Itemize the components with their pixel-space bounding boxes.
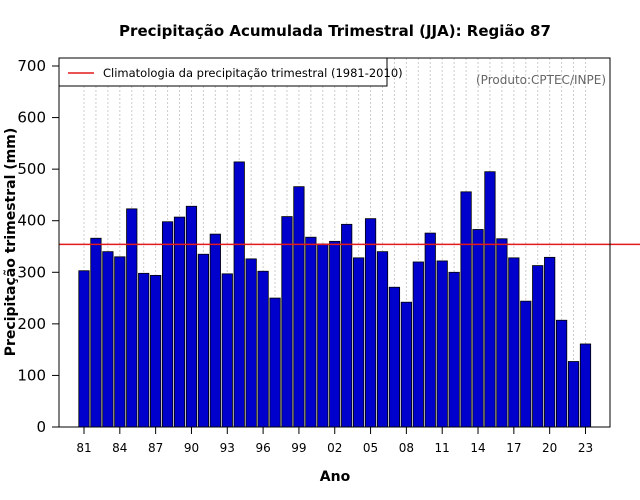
- x-tick-label: 23: [578, 441, 593, 455]
- x-tick-label: 84: [112, 441, 127, 455]
- bar-1985: [126, 208, 138, 428]
- bar-1988: [161, 221, 174, 428]
- bar-2011: [436, 260, 448, 428]
- x-tick-label: 14: [470, 441, 485, 455]
- bar-2000: [305, 236, 317, 428]
- bar-2015: [484, 171, 496, 428]
- bar-2005: [364, 218, 377, 428]
- x-tick-label: 17: [506, 441, 521, 455]
- bar-2013: [460, 191, 472, 428]
- bar-1994: [233, 161, 245, 428]
- bar-1997: [269, 297, 281, 428]
- x-tick-label: 90: [184, 441, 199, 455]
- chart-title: Precipitação Acumulada Trimestral (JJA):…: [119, 22, 551, 40]
- bars: [78, 161, 592, 428]
- y-tick-label: 300: [17, 263, 46, 281]
- bar-2001: [317, 243, 329, 428]
- bar-1987: [150, 274, 162, 428]
- bar-2009: [412, 261, 424, 428]
- x-tick-label: 08: [399, 441, 414, 455]
- bar-2020: [544, 256, 556, 428]
- x-axis-label: Ano: [320, 469, 351, 485]
- credit-text: (Produto:CPTEC/INPE): [476, 73, 606, 87]
- y-tick-label: 0: [36, 418, 46, 436]
- bar-2012: [448, 271, 460, 428]
- x-tick-label: 20: [542, 441, 557, 455]
- bar-2016: [496, 238, 508, 428]
- x-tick-label: 02: [327, 441, 342, 455]
- bar-2006: [376, 251, 389, 428]
- y-tick-label: 600: [17, 109, 46, 127]
- bar-2008: [400, 301, 412, 428]
- bar-1990: [185, 205, 198, 428]
- bar-2004: [353, 257, 365, 428]
- bar-2019: [532, 265, 544, 428]
- x-tick-label: 96: [255, 441, 270, 455]
- y-tick-label: 200: [17, 315, 46, 333]
- bar-2002: [329, 240, 341, 428]
- bar-1993: [221, 273, 233, 428]
- x-tick-label: 87: [148, 441, 163, 455]
- y-axis: 0 100 200 300 400 500 600 700: [17, 57, 59, 436]
- bar-1981: [78, 270, 90, 428]
- y-tick-label: 700: [17, 57, 46, 75]
- bar-1998: [281, 216, 293, 428]
- bar-1996: [257, 270, 269, 428]
- x-axis: 81 84 87 90 93 96 99 02 05 08 11 14 17 20 23: [76, 427, 593, 455]
- y-tick-label: 500: [17, 160, 46, 178]
- bar-2023: [579, 343, 592, 428]
- bar-2021: [556, 319, 568, 428]
- bar-2018: [520, 300, 532, 428]
- bar-2017: [508, 257, 520, 428]
- legend-label-climatology: Climatologia da precipitação trimestral …: [103, 66, 403, 80]
- bar-2010: [424, 232, 436, 428]
- y-tick-label: 100: [17, 366, 46, 384]
- bar-2003: [341, 223, 353, 428]
- legend-box: [58, 57, 388, 87]
- bar-2007: [388, 286, 401, 428]
- legend: Climatologia da precipitação trimestral …: [58, 57, 403, 87]
- bar-1983: [102, 251, 114, 428]
- bar-1986: [138, 272, 150, 428]
- x-tick-label: 99: [291, 441, 306, 455]
- bar-1984: [114, 256, 126, 428]
- x-tick-label: 11: [435, 441, 450, 455]
- bar-1991: [197, 253, 209, 428]
- y-axis-label: Precipitação trimestral (mm): [3, 128, 19, 356]
- bar-2014: [472, 229, 484, 428]
- bar-1989: [173, 216, 186, 428]
- x-tick-label: 81: [76, 441, 91, 455]
- bar-1995: [245, 258, 257, 428]
- bar-1992: [209, 233, 221, 428]
- x-tick-label: 05: [363, 441, 378, 455]
- bar-1982: [90, 237, 102, 428]
- bar-2022: [567, 361, 580, 428]
- y-tick-label: 400: [17, 212, 46, 230]
- bar-1999: [293, 186, 305, 428]
- x-tick-label: 93: [220, 441, 235, 455]
